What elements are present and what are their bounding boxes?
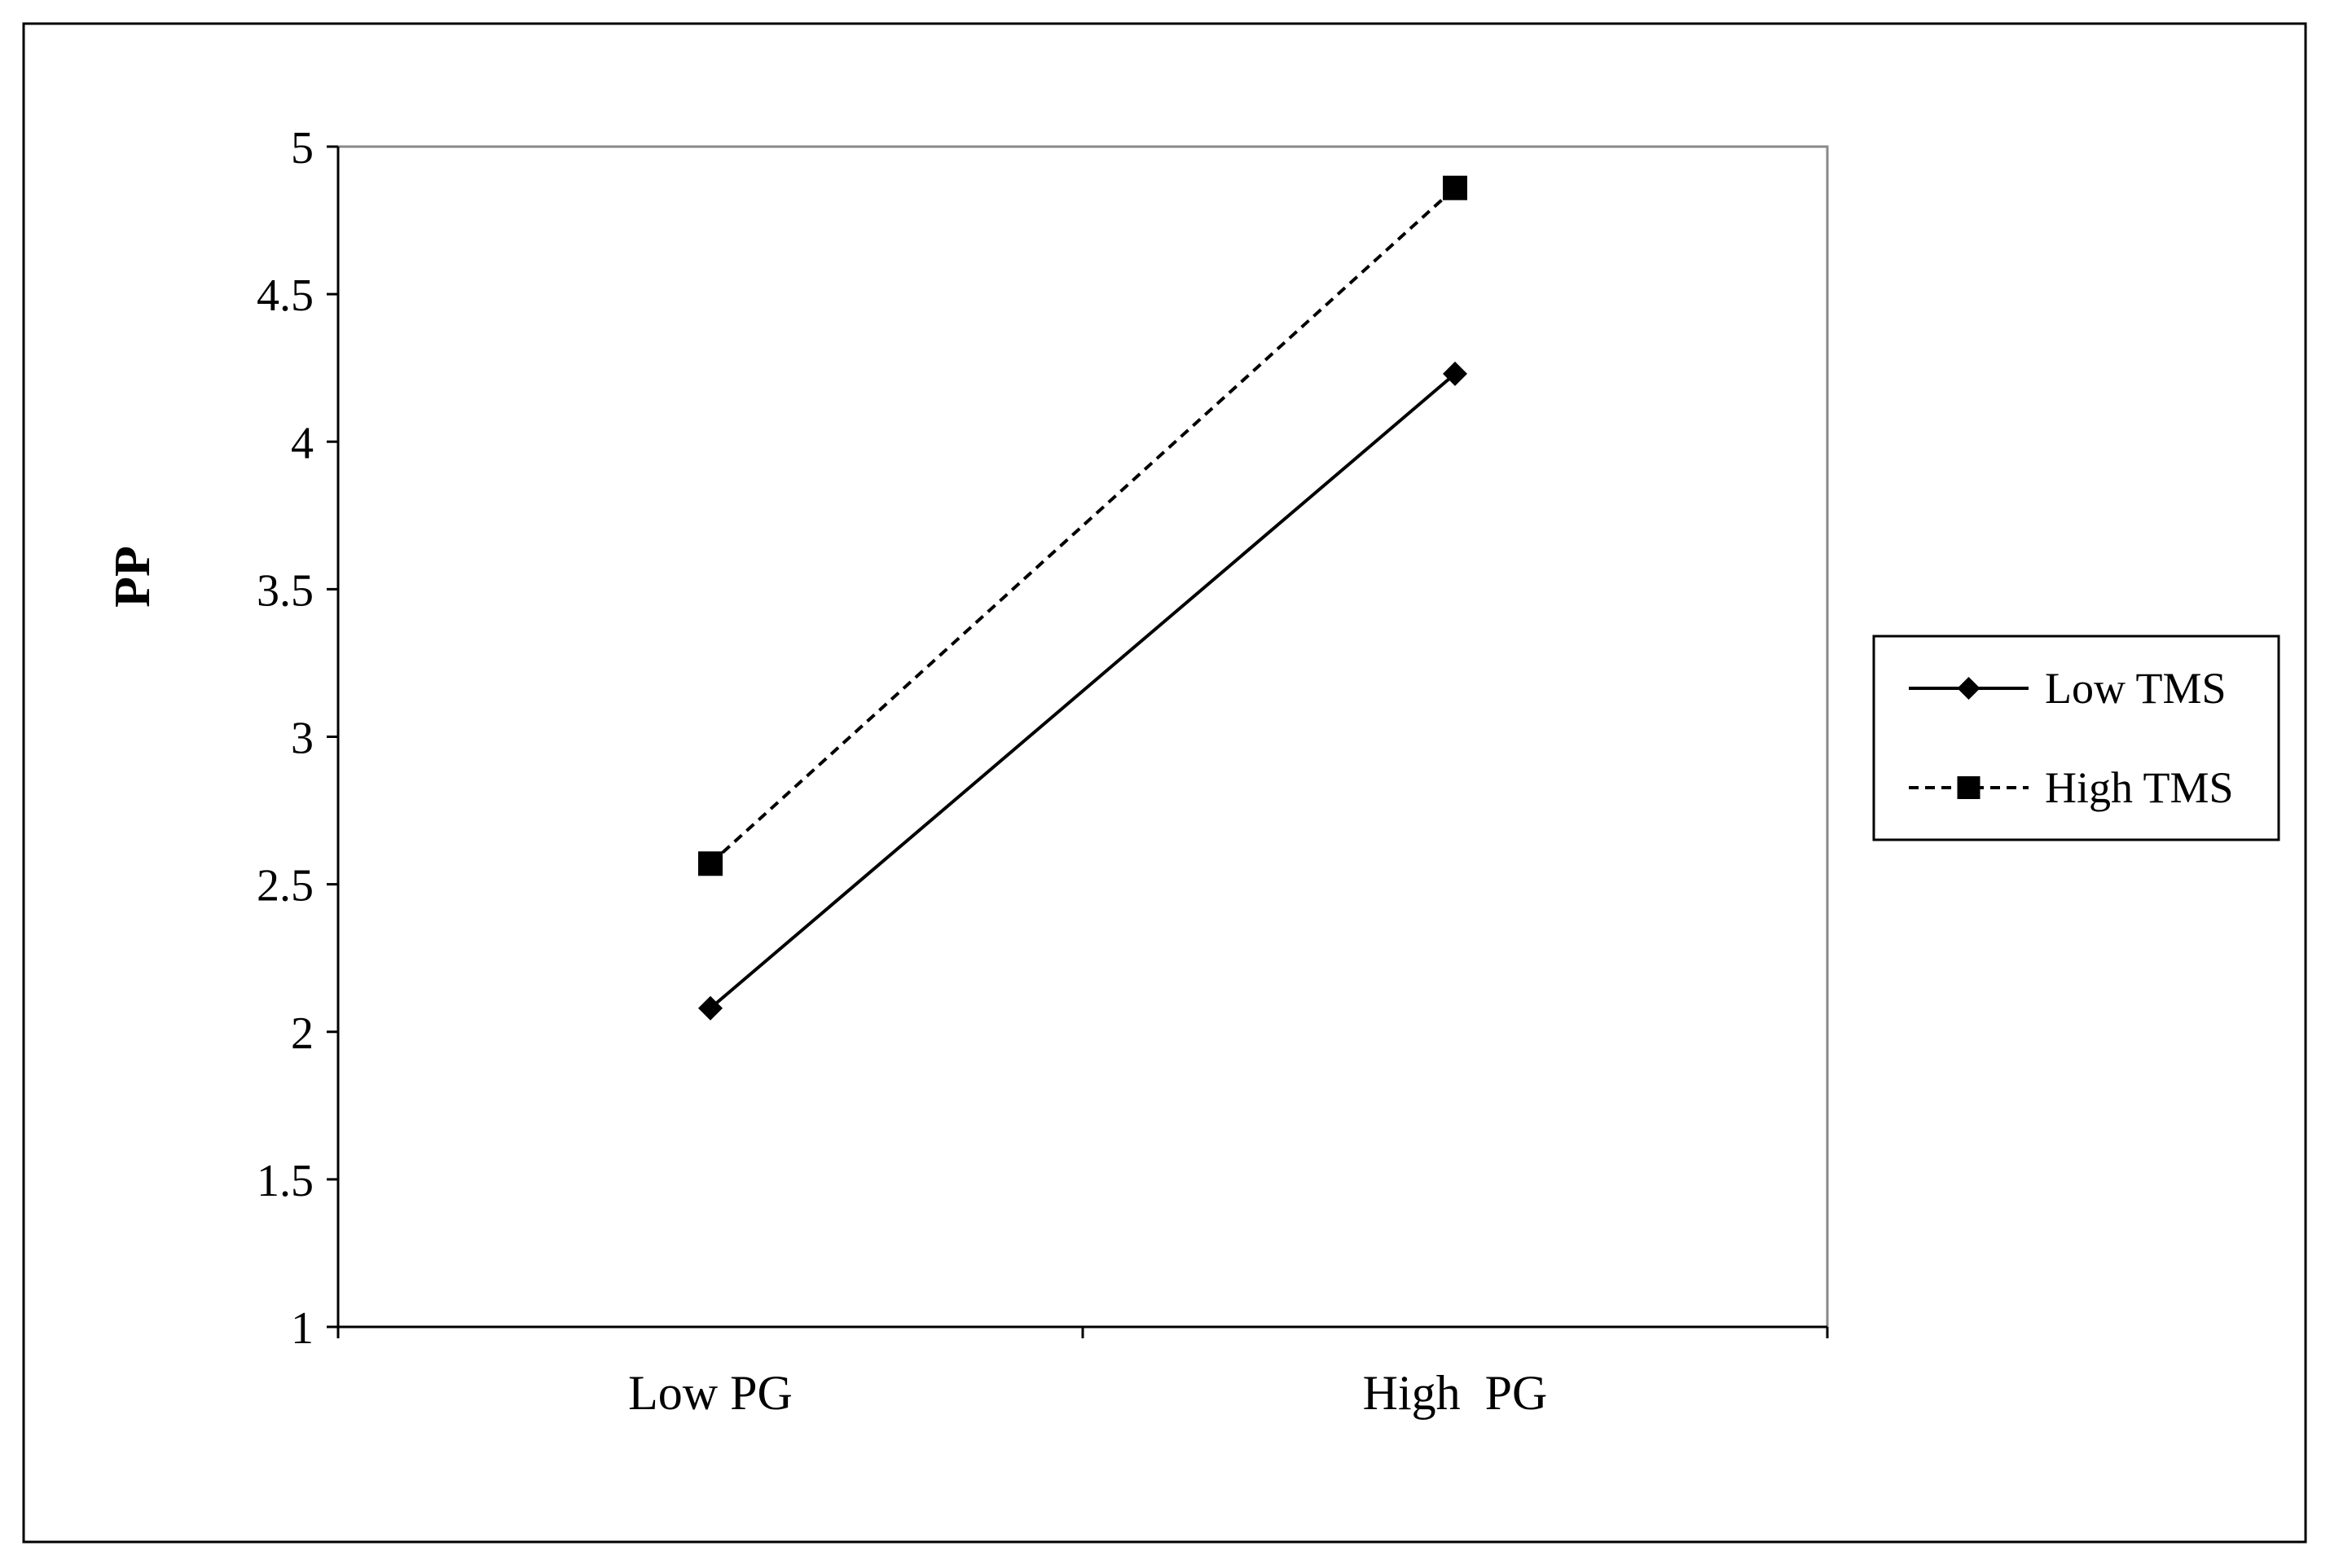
y-tick-label: 1.5 (257, 1156, 314, 1206)
square-marker (1957, 776, 1980, 799)
legend-entry: Low TMS (1909, 664, 2227, 713)
series-line (709, 187, 1457, 865)
y-tick-label: 5 (291, 123, 314, 173)
x-category-label: High PG (1363, 1366, 1548, 1420)
y-tick-label: 4.5 (257, 270, 314, 321)
diamond-marker (1443, 361, 1467, 386)
y-tick-label: 1 (291, 1303, 314, 1354)
square-marker (698, 851, 723, 876)
y-tick-label: 3 (291, 714, 314, 764)
diamond-marker (698, 995, 723, 1021)
series-line (709, 372, 1457, 1010)
legend: Low TMS High TMS (1872, 635, 2280, 841)
legend-box (1872, 635, 2280, 841)
y-tick-label: 2 (291, 1008, 314, 1059)
series-1 (698, 361, 1467, 1021)
axes: 1 1.5 2 2.5 3 3.5 4 4.5 5 Low PG High PG (257, 123, 1829, 1420)
y-tick-label: 2.5 (257, 861, 314, 911)
diamond-marker (1957, 677, 1980, 700)
plot-area (336, 145, 1829, 1329)
legend-label: Low TMS (2045, 664, 2227, 713)
legend-label: High TMS (2045, 763, 2234, 812)
y-axis-title: PP (105, 546, 160, 608)
square-marker (1443, 175, 1467, 200)
x-category-label: Low PG (628, 1366, 793, 1420)
series-2 (698, 175, 1467, 876)
y-tick-label: 3.5 (257, 565, 314, 616)
series-layer (698, 175, 1467, 1021)
y-tick-label: 4 (291, 418, 314, 468)
legend-entry: High TMS (1909, 763, 2234, 812)
